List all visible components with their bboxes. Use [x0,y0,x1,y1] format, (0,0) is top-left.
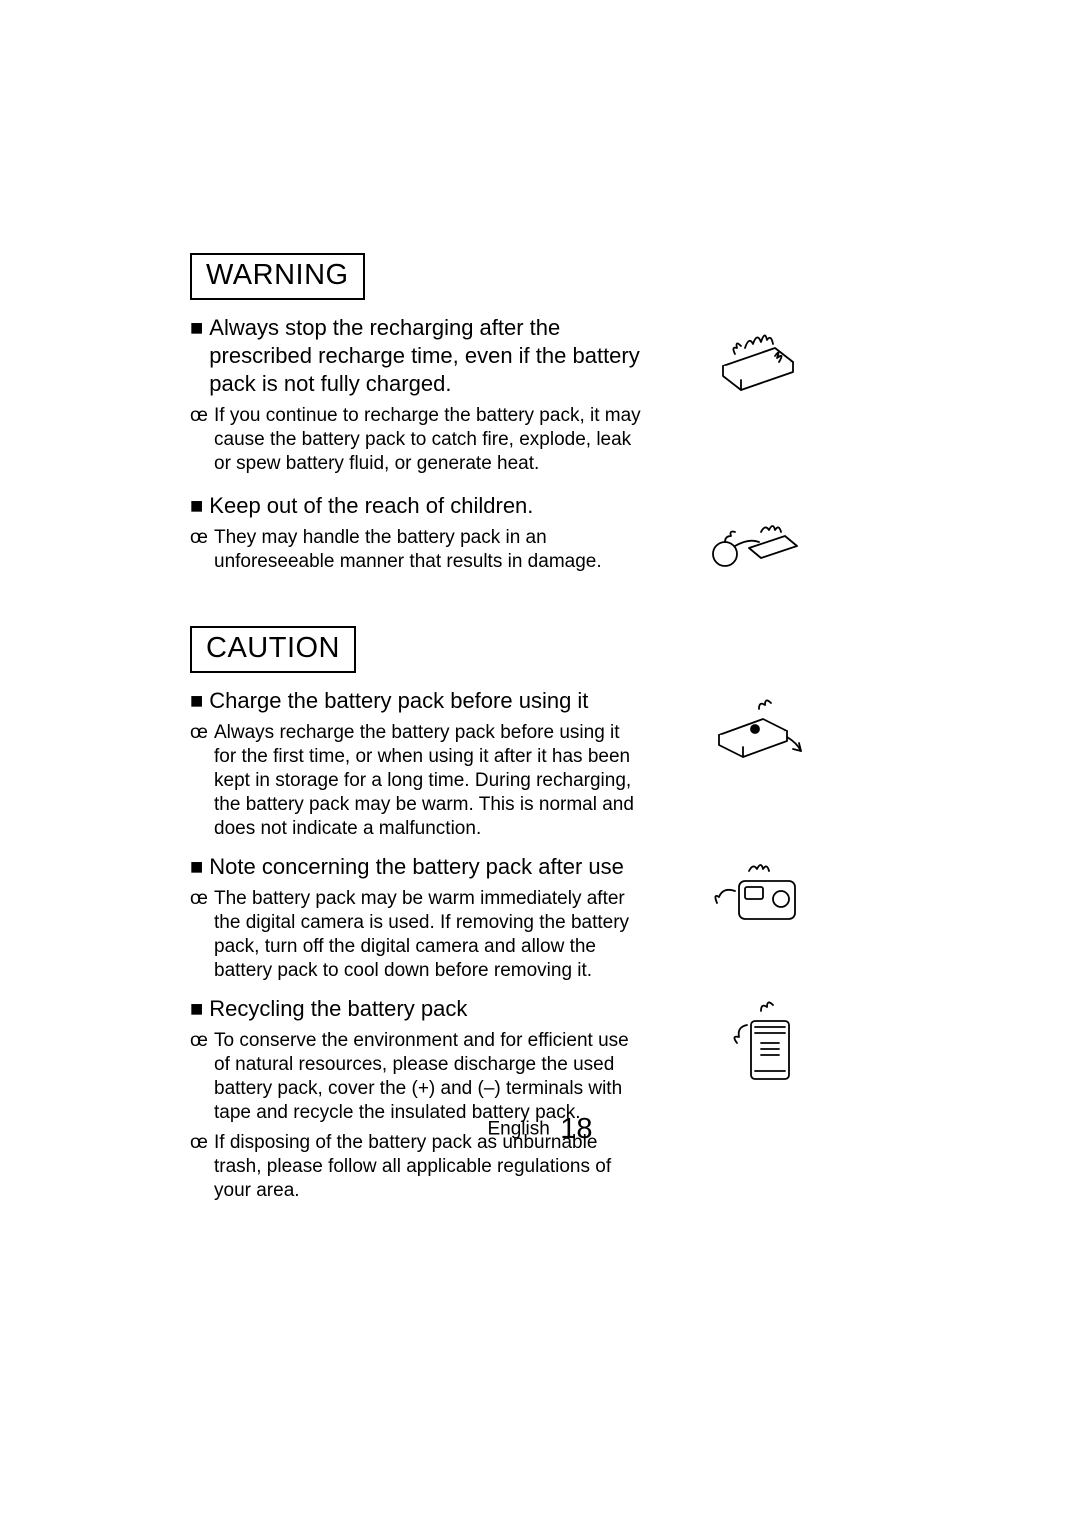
heading-text: Note concerning the battery pack after u… [209,853,624,881]
square-bullet-icon: ■ [190,314,203,342]
oe-bullet-icon: œ [190,721,212,745]
caution-label: CAUTION [206,632,340,664]
recycle-battery-icon [725,999,805,1089]
caution-heading: ■ Charge the battery pack before using i… [190,687,645,715]
bullet-text: They may handle the battery pack in an u… [214,526,645,574]
warm-after-use-icon [705,857,805,931]
heading-text: Keep out of the reach of children. [209,492,533,520]
caution-bullet: œ The battery pack may be warm immediate… [190,887,645,983]
caution-item: ■ Charge the battery pack before using i… [190,687,890,847]
caution-item-text: ■ Charge the battery pack before using i… [190,687,645,847]
caution-icon-col [645,853,805,931]
warning-bullet: œ If you continue to recharge the batter… [190,404,645,476]
heading-text: Recycling the battery pack [209,995,467,1023]
page-footer: English 18 [0,1113,1080,1146]
caution-heading: ■ Recycling the battery pack [190,995,645,1023]
bullet-text: Always recharge the battery pack before … [214,721,645,841]
oe-bullet-icon: œ [190,887,212,911]
caution-item-text: ■ Note concerning the battery pack after… [190,853,645,989]
warning-item: ■ Keep out of the reach of children. œ T… [190,492,890,580]
warning-heading: ■ Always stop the recharging after the p… [190,314,645,398]
oe-bullet-icon: œ [190,1029,212,1053]
content-column: WARNING ■ Always stop the recharging aft… [190,253,890,1209]
heading-text: Charge the battery pack before using it [209,687,588,715]
caution-item: ■ Note concerning the battery pack after… [190,853,890,989]
warning-icon-col [645,314,805,398]
warning-label-box: WARNING [190,253,365,300]
warning-heading: ■ Keep out of the reach of children. [190,492,645,520]
square-bullet-icon: ■ [190,853,203,881]
caution-item: ■ Recycling the battery pack œ To conser… [190,995,890,1209]
bullet-text: To conserve the environment and for effi… [214,1029,645,1125]
caution-item-text: ■ Recycling the battery pack œ To conser… [190,995,645,1209]
warning-icon-col [645,492,805,576]
caution-bullet: œ Always recharge the battery pack befor… [190,721,645,841]
footer-page-number: 18 [560,1113,592,1145]
caution-icon-col [645,687,805,771]
warning-bullet: œ They may handle the battery pack in an… [190,526,645,574]
warning-item-text: ■ Keep out of the reach of children. œ T… [190,492,645,580]
caution-bullet: œ To conserve the environment and for ef… [190,1029,645,1125]
oe-bullet-icon: œ [190,404,212,428]
square-bullet-icon: ■ [190,995,203,1023]
caution-icon-col [645,995,805,1089]
square-bullet-icon: ■ [190,492,203,520]
warning-item: ■ Always stop the recharging after the p… [190,314,890,482]
document-page: WARNING ■ Always stop the recharging aft… [0,0,1080,1529]
caution-heading: ■ Note concerning the battery pack after… [190,853,645,881]
footer-language: English [487,1119,549,1140]
bullet-text: The battery pack may be warm immediately… [214,887,645,983]
warning-label: WARNING [206,259,349,291]
warning-item-text: ■ Always stop the recharging after the p… [190,314,645,482]
square-bullet-icon: ■ [190,687,203,715]
heading-text: Always stop the recharging after the pre… [209,314,645,398]
battery-fire-icon [705,318,805,398]
charge-before-use-icon [705,691,805,771]
bullet-text: If you continue to recharge the battery … [214,404,645,476]
caution-label-box: CAUTION [190,626,356,673]
oe-bullet-icon: œ [190,526,212,550]
children-reach-icon [705,496,805,576]
